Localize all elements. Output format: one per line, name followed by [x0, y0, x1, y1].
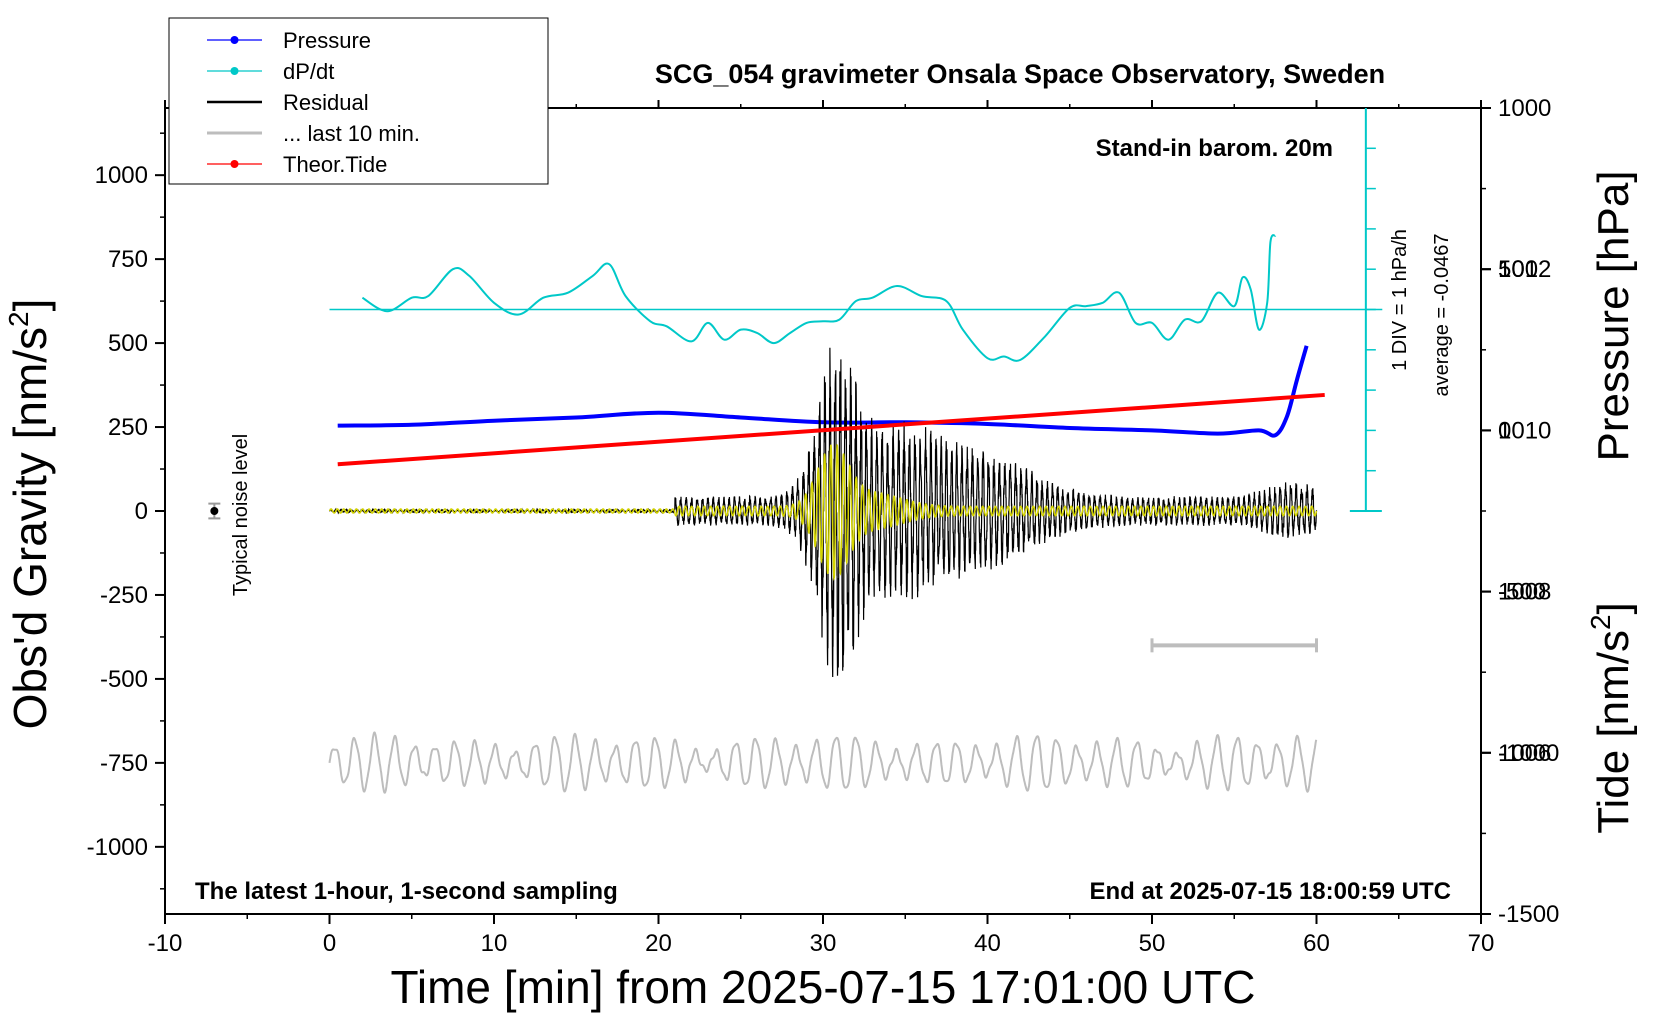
residual-filtered-line	[328, 444, 1318, 582]
y-axis-title-left-sup: 2	[3, 311, 34, 327]
y-axis-title-tide-end: ]	[1589, 602, 1638, 614]
legend-swatch-marker	[230, 160, 239, 168]
x-tick-label: 40	[974, 930, 1001, 957]
overlay-layer	[208, 502, 1318, 653]
series-layer	[328, 108, 1383, 794]
legend-label: dP/dt	[283, 59, 334, 84]
pressure-tick-label: 1008	[1498, 579, 1551, 606]
barometer-note: Stand-in barom. 20m	[1096, 135, 1333, 162]
end-time-note: End at 2025-07-15 18:00:59 UTC	[1090, 878, 1452, 905]
y-left-tick-label: -250	[100, 582, 148, 609]
legend-entries: Pressure dP/dt Residual ... last 10 min. The…	[207, 28, 420, 177]
y-left-tick-label: 250	[108, 414, 148, 441]
y-axis-title-pressure: Pressure [hPa]	[1589, 170, 1638, 461]
x-tick-label: 0	[323, 930, 336, 957]
pressure-tick-label: 1012	[1498, 256, 1551, 283]
legend-swatch-marker	[230, 67, 239, 75]
y-axis-title-left-main: Obs'd Gravity [nm/s	[4, 327, 56, 729]
legend: Pressure dP/dt Residual ... last 10 min. The…	[168, 17, 549, 185]
dpdt-line	[361, 234, 1277, 362]
tide-tick-label: 500	[1498, 256, 1538, 283]
latest-hour-note: The latest 1-hour, 1-second sampling	[195, 878, 618, 905]
chart-title: SCG_054 gravimeter Onsala Space Observat…	[655, 59, 1385, 89]
legend-label: Theor.Tide	[283, 152, 387, 177]
x-tick-label: 50	[1139, 930, 1166, 957]
pressure-tick-label: 1010	[1498, 417, 1551, 444]
average-note: average = -0.0467	[1431, 234, 1453, 397]
tide-tick-label: 1000	[1498, 95, 1551, 122]
noise-marker	[210, 507, 219, 515]
legend-item: dP/dt	[207, 59, 334, 84]
y-axis-title-tide-sup: 2	[1585, 614, 1616, 630]
legend-item: Theor.Tide	[207, 152, 387, 177]
y-left-tick-label: -500	[100, 666, 148, 693]
legend-label: Pressure	[283, 28, 371, 53]
y-axis-title-tide-main: Tide [nm/s	[1589, 630, 1638, 834]
x-tick-label: 10	[481, 930, 508, 957]
y-axis-title-left-end: ]	[4, 299, 56, 312]
y-left-tick-label: -750	[100, 750, 148, 777]
legend-item: Pressure	[207, 28, 371, 53]
x-tick-label: 20	[645, 930, 672, 957]
y-axis-title-left: Obs'd Gravity [nm/s2]	[3, 299, 56, 730]
legend-item: ... last 10 min.	[207, 121, 420, 146]
x-tick-label: 60	[1303, 930, 1330, 957]
x-axis-title: Time [min] from 2025-07-15 17:01:00 UTC	[391, 961, 1256, 1013]
legend-swatch-marker	[230, 36, 239, 44]
axis-ticks: -10 0 10 20 30 40 50 60 70 1000 750 500 250 0 -250 -500…	[87, 95, 1560, 957]
legend-item: Residual	[207, 90, 369, 115]
y-left-tick-label: 1000	[95, 162, 148, 189]
tide-tick-label: -1000	[1498, 740, 1559, 767]
y-left-tick-label: 0	[135, 498, 148, 525]
div-note: 1 DIV = 1 hPa/h	[1389, 229, 1411, 371]
x-tick-label: -10	[148, 930, 183, 957]
tide-tick-label: -500	[1498, 579, 1546, 606]
tide-tick-label: 0	[1498, 417, 1511, 444]
x-tick-label: 70	[1468, 930, 1495, 957]
tide-tick-label: -1500	[1498, 901, 1559, 928]
y-left-tick-label: 500	[108, 330, 148, 357]
legend-label: Residual	[283, 90, 369, 115]
theor-tide-line	[337, 392, 1325, 467]
legend-label: ... last 10 min.	[283, 121, 420, 146]
pressure-line	[337, 345, 1309, 438]
last-10-min-line	[328, 731, 1318, 794]
y-left-tick-label: -1000	[87, 834, 148, 861]
x-tick-label: 30	[810, 930, 837, 957]
pressure-tick-label: 1006	[1498, 740, 1551, 767]
noise-level-note: Typical noise level	[230, 434, 252, 596]
y-axis-title-tide: Tide [nm/s2]	[1585, 602, 1638, 834]
y-left-tick-label: 750	[108, 246, 148, 273]
